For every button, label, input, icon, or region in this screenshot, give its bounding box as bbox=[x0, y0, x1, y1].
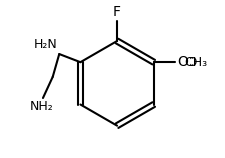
Text: NH₂: NH₂ bbox=[29, 100, 53, 113]
Text: H₂N: H₂N bbox=[34, 38, 57, 51]
Text: O: O bbox=[177, 55, 187, 69]
Text: F: F bbox=[112, 5, 121, 19]
Text: —O: —O bbox=[175, 56, 197, 69]
Text: CH₃: CH₃ bbox=[183, 56, 206, 69]
